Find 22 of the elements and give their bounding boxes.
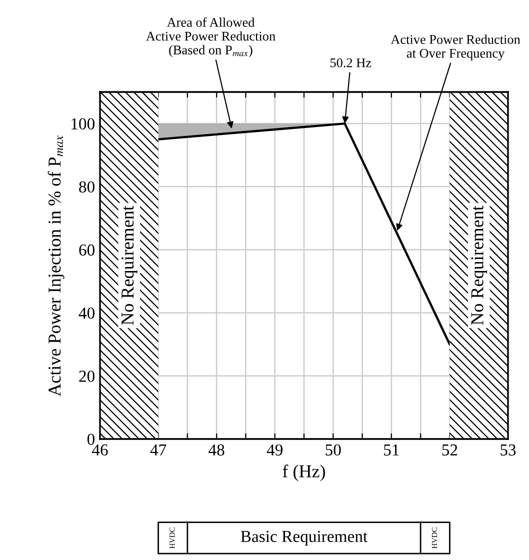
y-axis-title: Active Power Injection in % of P$_{max}$ bbox=[48, 135, 64, 396]
text: Basic Requirement bbox=[240, 530, 368, 546]
x-tick-label: 48 bbox=[208, 444, 224, 456]
y-tick-label: 80 bbox=[79, 181, 95, 193]
x-tick-label: 47 bbox=[150, 444, 166, 456]
y-tick-label: 0 bbox=[87, 434, 95, 445]
y-tick-label: 40 bbox=[78, 308, 95, 319]
x-tick-label: 53 bbox=[500, 444, 516, 456]
annotation: Active Power Reduction at Over Frequency bbox=[390, 34, 520, 60]
band-label: No Requirement bbox=[122, 206, 138, 325]
annotation: 50.2 Hz bbox=[330, 58, 372, 68]
y-tick-label: 20 bbox=[79, 370, 95, 382]
y-tick-label: 100 bbox=[72, 118, 95, 130]
x-tick-label: 46 bbox=[92, 444, 108, 456]
x-axis-title: f (Hz) bbox=[282, 464, 326, 482]
x-tick-label: 49 bbox=[266, 444, 283, 456]
annotation: Area of Allowed Active Power Reduction (Based on P$_{max}$) bbox=[146, 17, 276, 58]
x-tick-label: 51 bbox=[384, 444, 399, 456]
y-tick-label: 60 bbox=[79, 244, 95, 256]
x-tick-label: 50 bbox=[326, 444, 341, 456]
x-tick-label: 52 bbox=[442, 444, 458, 456]
band-label: No Requirement bbox=[471, 206, 488, 325]
